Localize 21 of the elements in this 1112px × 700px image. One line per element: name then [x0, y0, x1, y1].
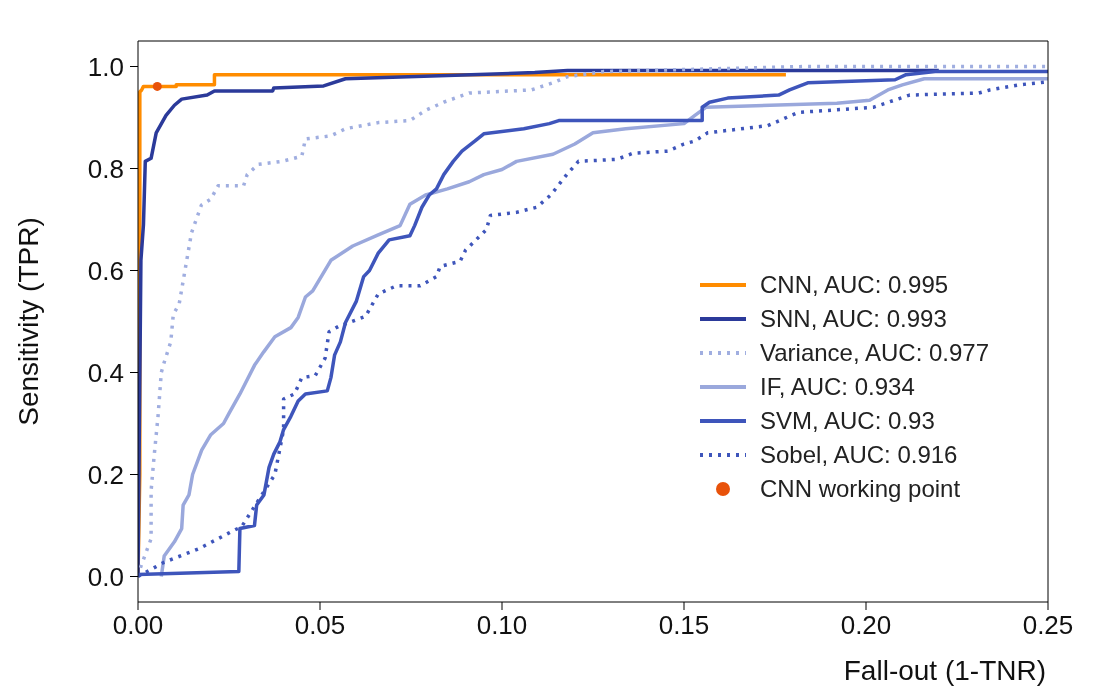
y-tick-label: 0.6 — [87, 255, 124, 286]
y-tick-label: 0.4 — [87, 357, 124, 388]
x-axis-title: Fall-out (1-TNR) — [843, 655, 1046, 686]
legend-label: Sobel, AUC: 0.916 — [760, 440, 958, 470]
x-tick-label: 0.05 — [294, 610, 346, 641]
y-axis-title: Sensitivity (TPR) — [12, 217, 44, 426]
x-tick-label: 0.20 — [840, 610, 892, 641]
x-tick-label: 0.15 — [658, 610, 710, 641]
y-tick-label: 0.8 — [87, 153, 124, 184]
y-tick-label: 0.2 — [87, 459, 124, 490]
y-tick-label: 0.0 — [87, 561, 124, 592]
x-tick-label: 0.00 — [112, 610, 164, 641]
legend-label: CNN working point — [760, 474, 961, 504]
x-tick-label: 0.25 — [1022, 610, 1074, 641]
legend-label: CNN, AUC: 0.995 — [760, 270, 949, 300]
legend-label: IF, AUC: 0.934 — [760, 372, 915, 402]
legend-label: SNN, AUC: 0.993 — [760, 304, 947, 334]
legend-label: SVM, AUC: 0.93 — [760, 406, 935, 436]
y-tick-label: 1.0 — [87, 51, 124, 82]
legend-label: Variance, AUC: 0.977 — [760, 338, 990, 368]
x-tick-label: 0.10 — [476, 610, 528, 641]
